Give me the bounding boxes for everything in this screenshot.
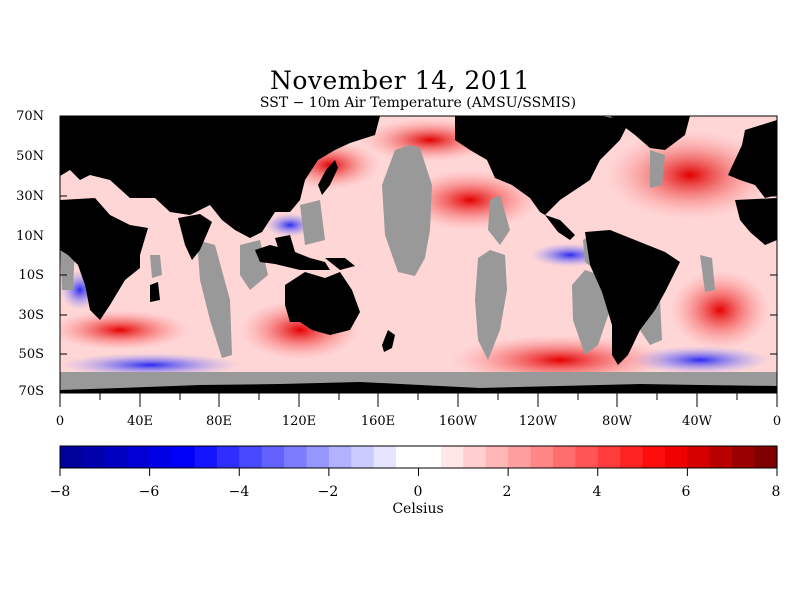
land-antarctica bbox=[60, 382, 777, 393]
colorbar-label-m2: −2 bbox=[317, 484, 339, 500]
lon-label-40e: 40E bbox=[126, 414, 154, 429]
land-australia bbox=[285, 272, 360, 335]
colorbar-label-m8: −8 bbox=[49, 484, 71, 500]
colorbar-swatch bbox=[104, 446, 128, 468]
lat-label-10n: 10N bbox=[16, 229, 44, 244]
land-south-america bbox=[585, 230, 680, 365]
colorbar-swatch bbox=[530, 446, 554, 468]
lon-label-160e: 160E bbox=[360, 414, 396, 429]
warm-anomaly-north-atlantic bbox=[605, 130, 775, 220]
lat-label-50s: 50S bbox=[18, 347, 44, 362]
colorbar-swatch bbox=[575, 446, 599, 468]
lat-ticks bbox=[60, 115, 777, 394]
colorbar-swatch bbox=[508, 446, 532, 468]
land-japan bbox=[318, 160, 338, 195]
lat-label-70s: 70S bbox=[18, 384, 44, 399]
land-new-guinea bbox=[325, 258, 355, 270]
colorbar-label-2: 2 bbox=[502, 484, 512, 500]
lat-label-10s: 10S bbox=[18, 268, 44, 283]
colorbar-swatch bbox=[463, 446, 487, 468]
lon-label-120e: 120E bbox=[281, 414, 317, 429]
lon-label-40w: 40W bbox=[682, 414, 712, 429]
colorbar-label-6: 6 bbox=[681, 484, 691, 500]
lat-label-30s: 30S bbox=[18, 308, 44, 323]
colorbar-swatch bbox=[261, 446, 285, 468]
map-title: November 14, 2011 bbox=[269, 66, 531, 95]
cool-anomaly-southern-ocean-2 bbox=[630, 346, 770, 374]
lat-label-50n: 50N bbox=[16, 149, 44, 164]
map-field bbox=[60, 116, 777, 393]
colorbar-swatch bbox=[440, 446, 464, 468]
colorbar-units: Celsius bbox=[392, 501, 444, 517]
warm-anomaly-south-africa bbox=[60, 310, 190, 350]
colorbar-swatch bbox=[687, 446, 711, 468]
colorbar-swatch bbox=[194, 446, 218, 468]
colorbar-swatch bbox=[732, 446, 756, 468]
colorbar-swatch bbox=[396, 446, 420, 468]
colorbar-label-0: 0 bbox=[413, 484, 423, 500]
colorbar-swatch bbox=[284, 446, 308, 468]
land-central-america bbox=[545, 215, 575, 240]
colorbar-swatch bbox=[642, 446, 666, 468]
colorbar-swatch bbox=[485, 446, 509, 468]
warm-anomaly-south-atlantic bbox=[670, 270, 770, 350]
colorbar-swatch bbox=[306, 446, 330, 468]
colorbar-swatch bbox=[172, 446, 196, 468]
colorbar-swatch bbox=[620, 446, 644, 468]
land-borneo bbox=[275, 235, 295, 254]
lon-label-160w: 160W bbox=[438, 414, 478, 429]
colorbar-swatch bbox=[754, 446, 778, 468]
lat-label-30n: 30N bbox=[16, 189, 44, 204]
map-subtitle: SST − 10m Air Temperature (AMSU/SSMIS) bbox=[259, 95, 577, 111]
colorbar-swatch bbox=[351, 446, 375, 468]
colorbar-swatch bbox=[60, 446, 84, 468]
lon-label-0-right: 0 bbox=[772, 414, 782, 429]
colorbar-swatch bbox=[664, 446, 688, 468]
no-data-swaths bbox=[60, 145, 777, 393]
colorbar-swatch bbox=[418, 446, 442, 468]
colorbar-swatch bbox=[127, 446, 151, 468]
map-panel bbox=[59, 115, 778, 407]
lon-label-0: 0 bbox=[55, 414, 65, 429]
land bbox=[60, 116, 777, 393]
land-europe bbox=[728, 120, 777, 198]
land-new-zealand bbox=[382, 330, 395, 352]
colorbar-label-m4: −4 bbox=[228, 484, 250, 500]
land-indonesia bbox=[255, 245, 330, 270]
colorbar-label-m6: −6 bbox=[138, 484, 160, 500]
colorbar-swatch bbox=[216, 446, 240, 468]
colorbar-swatch bbox=[597, 446, 621, 468]
colorbar-label-4: 4 bbox=[592, 484, 602, 500]
lon-label-80e: 80E bbox=[205, 414, 233, 429]
land-greenland bbox=[610, 116, 690, 150]
colorbar bbox=[59, 445, 778, 476]
lat-label-70n: 70N bbox=[16, 109, 44, 124]
lon-label-80w: 80W bbox=[602, 414, 632, 429]
land-india bbox=[178, 214, 212, 260]
colorbar-swatch bbox=[373, 446, 397, 468]
land-eurasia bbox=[60, 116, 380, 238]
lon-label-120w: 120W bbox=[518, 414, 558, 429]
colorbar-label-8: 8 bbox=[771, 484, 781, 500]
colorbar-swatch bbox=[149, 446, 173, 468]
colorbar-swatch bbox=[552, 446, 576, 468]
colorbar-swatch bbox=[82, 446, 106, 468]
land-africa-west bbox=[735, 198, 777, 245]
cool-anomaly-southern-ocean-1 bbox=[60, 353, 240, 377]
land-africa bbox=[60, 198, 148, 320]
land-madagascar bbox=[150, 282, 160, 302]
colorbar-swatch bbox=[709, 446, 733, 468]
colorbar-swatch bbox=[328, 446, 352, 468]
land-north-america bbox=[455, 116, 630, 215]
colorbar-swatch bbox=[239, 446, 263, 468]
lon-ticks bbox=[59, 393, 778, 407]
